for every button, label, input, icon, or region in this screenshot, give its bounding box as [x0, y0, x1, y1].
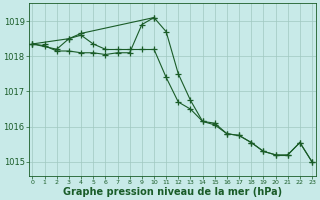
X-axis label: Graphe pression niveau de la mer (hPa): Graphe pression niveau de la mer (hPa)	[63, 187, 282, 197]
